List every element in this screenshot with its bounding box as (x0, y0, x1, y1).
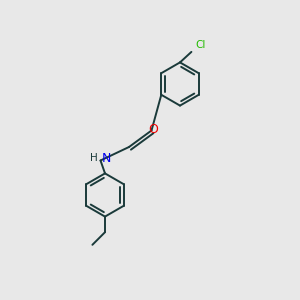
Text: Cl: Cl (195, 40, 206, 50)
Text: O: O (148, 123, 158, 136)
Text: H: H (90, 153, 98, 163)
Text: N: N (102, 152, 111, 166)
